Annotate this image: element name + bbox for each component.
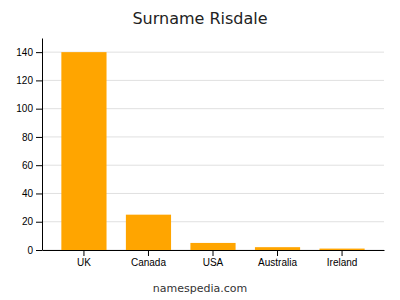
tick-mark — [83, 250, 84, 256]
tick-label: Canada — [131, 257, 166, 268]
tick-label: 100 — [16, 103, 33, 114]
tick: Ireland — [327, 250, 358, 268]
tick: UK — [77, 250, 91, 268]
tick-mark — [36, 193, 42, 194]
tick: USA — [203, 250, 224, 268]
tick: 100 — [16, 103, 42, 114]
bar — [319, 249, 364, 250]
tick: 20 — [22, 216, 42, 227]
tick: Canada — [131, 250, 166, 268]
tick-mark — [213, 250, 214, 256]
chart-container: UK Canada USA Australia Ireland 0 20 40 60 80 100 1… — [0, 0, 400, 300]
tick-label: Ireland — [327, 257, 358, 268]
bar — [190, 243, 235, 250]
bar — [126, 215, 171, 250]
bar — [61, 52, 106, 250]
annotation: namespedia.com — [153, 282, 247, 295]
tick-mark — [277, 250, 278, 256]
tick-mark — [36, 222, 42, 223]
marks — [61, 52, 364, 250]
axis-domain — [42, 39, 43, 251]
tick: Australia — [258, 250, 297, 268]
chart: UK Canada USA Australia Ireland 0 20 40 60 80 100 1… — [0, 0, 400, 300]
tick-mark — [36, 52, 42, 53]
tick-mark — [148, 250, 149, 256]
tick-label: 80 — [22, 132, 34, 143]
tick-label: 20 — [22, 216, 34, 227]
title: Surname Risdale — [132, 9, 267, 28]
tick: 60 — [22, 160, 42, 171]
tick-mark — [36, 137, 42, 138]
tick: 120 — [16, 75, 42, 86]
y-axis: 0 20 40 60 80 100 120 140 — [16, 39, 42, 256]
tick-label: 40 — [22, 188, 34, 199]
tick: 140 — [16, 47, 42, 58]
tick: 80 — [22, 132, 42, 143]
plot-area: UK Canada USA Australia Ireland 0 20 40 60 80 100 1… — [16, 39, 384, 269]
tick-label: Australia — [258, 257, 297, 268]
tick-mark — [36, 250, 42, 251]
tick-mark — [36, 109, 42, 110]
tick-mark — [36, 165, 42, 166]
tick-label: 60 — [22, 160, 34, 171]
grid — [42, 52, 384, 250]
tick-label: 140 — [16, 47, 33, 58]
bar — [255, 247, 300, 250]
tick: 0 — [27, 245, 42, 256]
tick: 40 — [22, 188, 42, 199]
x-axis: UK Canada USA Australia Ireland — [43, 250, 385, 268]
tick-label: 0 — [27, 245, 33, 256]
tick-label: UK — [77, 257, 91, 268]
tick-mark — [342, 250, 343, 256]
tick-label: 120 — [16, 75, 33, 86]
tick-mark — [36, 80, 42, 81]
tick-label: USA — [203, 257, 224, 268]
